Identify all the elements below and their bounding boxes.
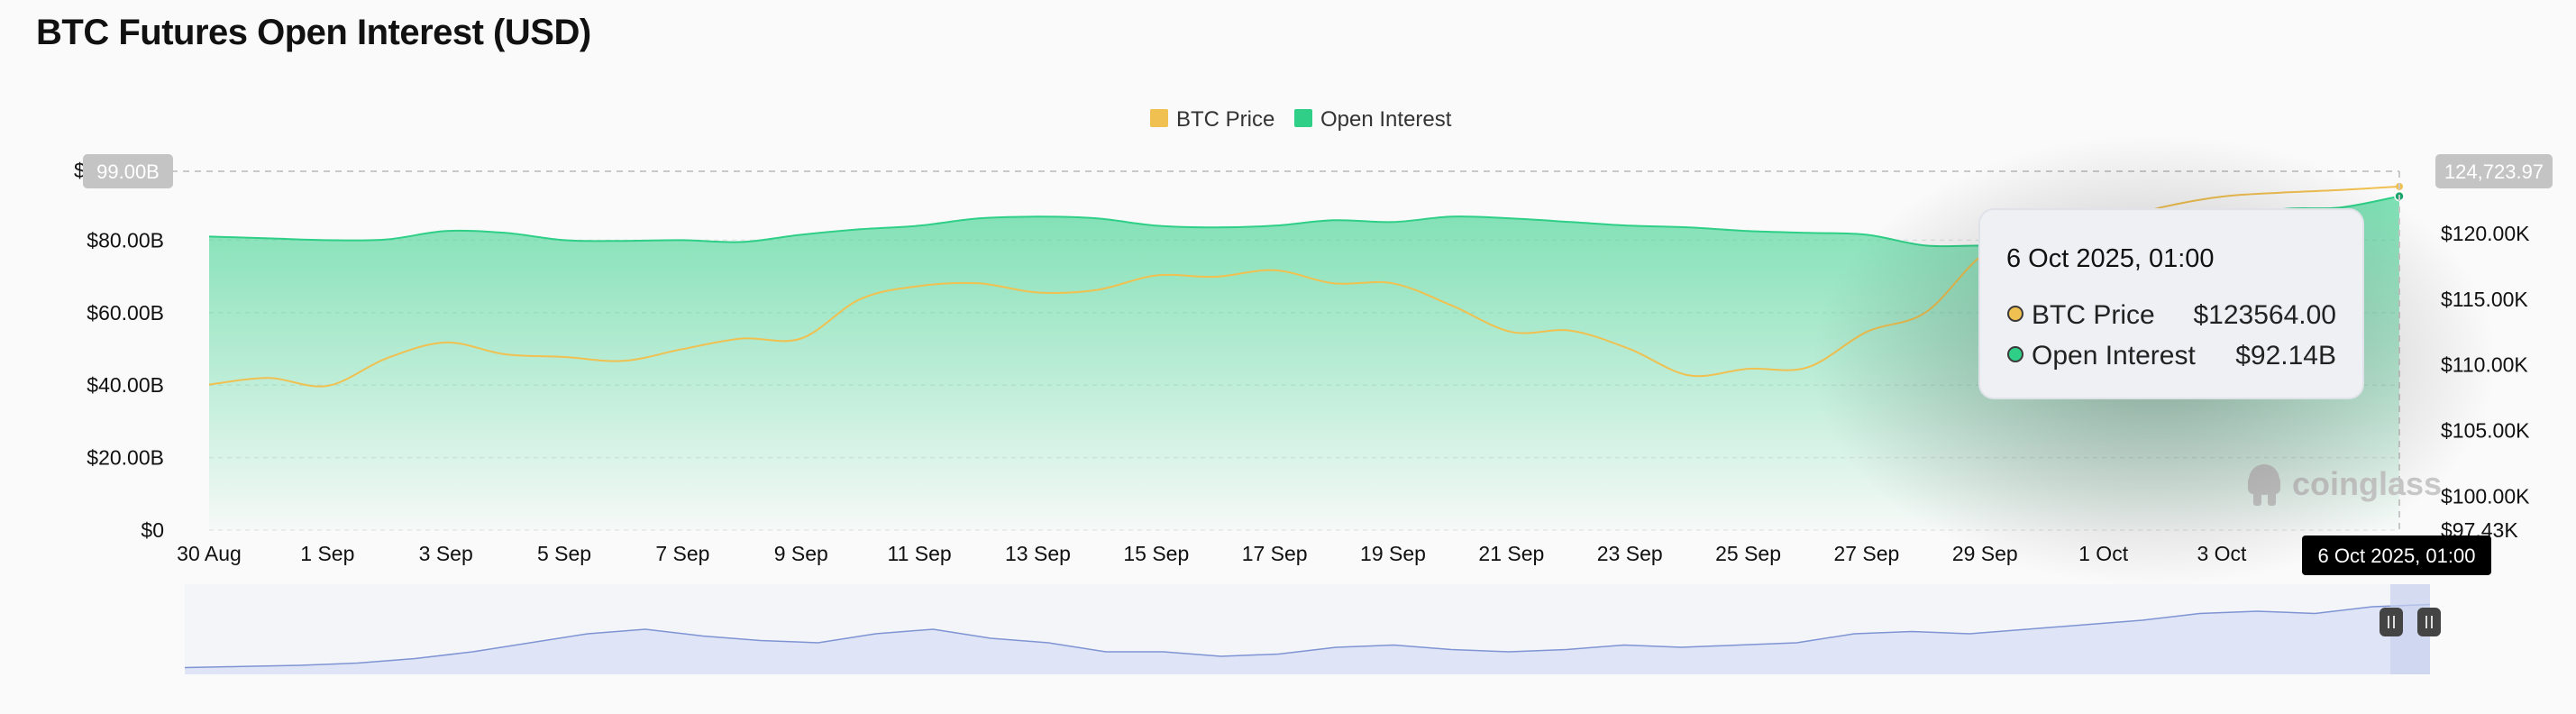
crosshair-right-label: 124,723.97 bbox=[2435, 154, 2553, 188]
y-left-tick-label: $80.00B bbox=[87, 228, 164, 252]
x-tick-label: 19 Sep bbox=[1360, 542, 1426, 565]
legend-swatch-btc-price bbox=[1150, 109, 1168, 127]
navigator-selection[interactable] bbox=[2380, 584, 2441, 674]
tooltip-open-interest-value: $92.14B bbox=[2235, 341, 2336, 371]
crosshair-right-value: 124,723.97 bbox=[2444, 160, 2544, 183]
crosshair-date-value: 6 Oct 2025, 01:00 bbox=[2318, 545, 2476, 567]
crosshair-left-label: $ 99.00B bbox=[74, 154, 173, 188]
tooltip-date: 6 Oct 2025, 01:00 bbox=[2006, 244, 2215, 273]
navigator-handle-left[interactable] bbox=[2380, 608, 2403, 636]
tooltip-btc-price-dot bbox=[2007, 306, 2023, 322]
navigator-handle-right[interactable] bbox=[2417, 608, 2441, 636]
y-left-tick-label: $60.00B bbox=[87, 301, 164, 325]
legend-label-open-interest: Open Interest bbox=[1320, 107, 1452, 132]
tooltip-open-interest-dot bbox=[2007, 346, 2023, 362]
tooltip-box bbox=[1978, 208, 2364, 399]
y-left-tick-label: $40.00B bbox=[87, 373, 164, 397]
x-axis: 30 Aug 1 Sep 3 Sep 5 Sep 7 Sep 9 Sep 11 Sep 13 … bbox=[177, 542, 2247, 565]
y-right-tick-label: $100.00K bbox=[2441, 485, 2530, 508]
legend-item-open-interest[interactable]: Open Interest bbox=[1294, 107, 1452, 132]
legend-item-btc-price[interactable]: BTC Price bbox=[1150, 107, 1274, 132]
x-tick-label: 5 Sep bbox=[537, 542, 591, 565]
x-tick-label: 25 Sep bbox=[1715, 542, 1781, 565]
x-tick-label: 3 Sep bbox=[419, 542, 473, 565]
y-left-tick-label: $20.00B bbox=[87, 446, 164, 470]
tooltip: 6 Oct 2025, 01:00 BTC Price $123564.00 O… bbox=[1812, 135, 2497, 586]
y-axis-left: $0 $20.00B $40.00B $60.00B $80.00B bbox=[87, 228, 164, 542]
crosshair-left-value: 99.00B bbox=[96, 160, 160, 183]
y-left-tick-label: $0 bbox=[141, 518, 164, 542]
x-tick-label: 7 Sep bbox=[655, 542, 709, 565]
legend-swatch-open-interest bbox=[1294, 109, 1312, 127]
navigator[interactable] bbox=[184, 584, 2431, 674]
tooltip-open-interest-label: Open Interest bbox=[2032, 341, 2196, 371]
navigator-area bbox=[185, 604, 2430, 674]
x-tick-label: 9 Sep bbox=[774, 542, 828, 565]
svg-text:$: $ bbox=[74, 159, 86, 182]
x-tick-label: 23 Sep bbox=[1597, 542, 1663, 565]
tooltip-btc-price-value: $123564.00 bbox=[2194, 300, 2337, 330]
x-tick-label: 30 Aug bbox=[177, 542, 242, 565]
legend: BTC Price Open Interest bbox=[1150, 107, 1452, 132]
tooltip-btc-price-label: BTC Price bbox=[2032, 300, 2155, 330]
chart-title: BTC Futures Open Interest (USD) bbox=[36, 13, 591, 52]
x-tick-label: 17 Sep bbox=[1242, 542, 1308, 565]
x-tick-label: 11 Sep bbox=[888, 542, 952, 565]
x-tick-label: 1 Sep bbox=[300, 542, 354, 565]
legend-label-btc-price: BTC Price bbox=[1176, 107, 1274, 132]
y-right-tick-label: $120.00K bbox=[2441, 222, 2530, 245]
crosshair-date-label: 6 Oct 2025, 01:00 bbox=[2302, 536, 2491, 575]
x-tick-label: 21 Sep bbox=[1478, 542, 1544, 565]
navigator-line bbox=[184, 603, 2431, 669]
x-tick-label: 27 Sep bbox=[1833, 542, 1899, 565]
x-tick-label: 13 Sep bbox=[1005, 542, 1071, 565]
x-tick-label: 15 Sep bbox=[1123, 542, 1189, 565]
